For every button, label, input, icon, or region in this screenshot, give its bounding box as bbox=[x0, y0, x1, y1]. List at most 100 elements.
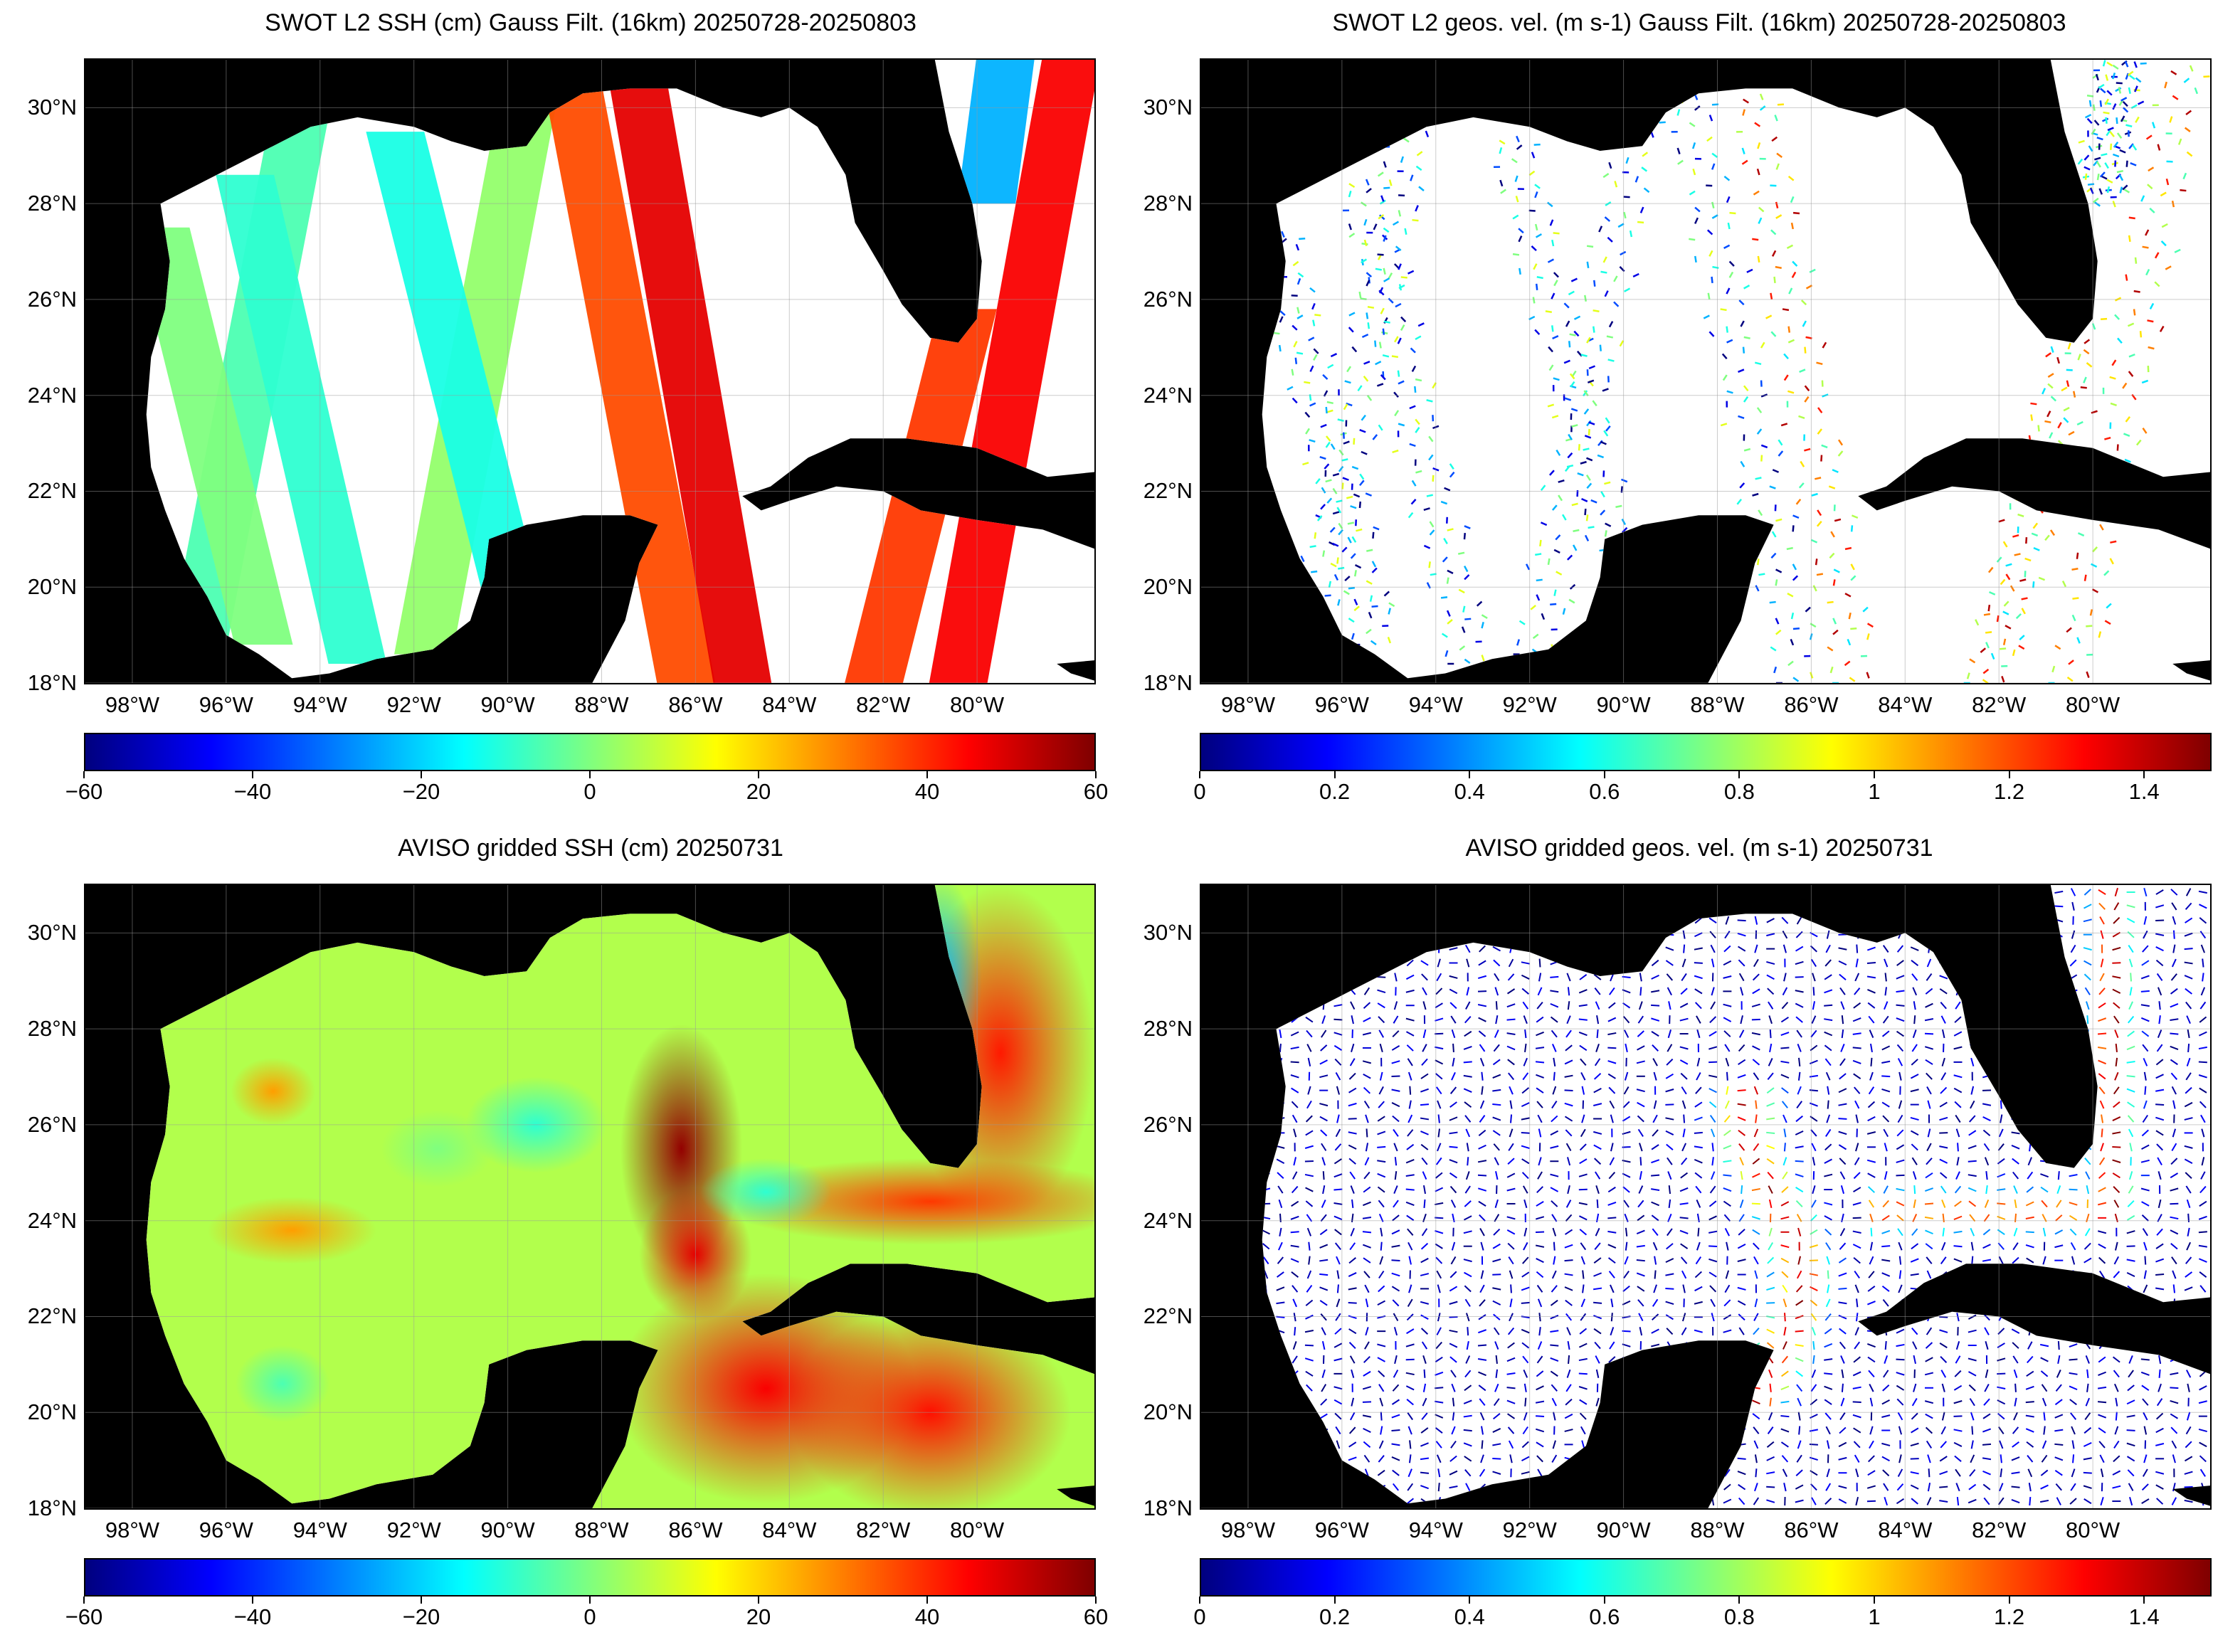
lat-label: 20°N bbox=[27, 1399, 77, 1425]
colorbar-tick bbox=[2008, 1597, 2010, 1604]
lon-label: 94°W bbox=[292, 1518, 347, 1542]
colorbar-tick bbox=[2143, 771, 2145, 778]
lon-label: 86°W bbox=[1784, 692, 1839, 717]
lat-label: 22°N bbox=[1143, 478, 1193, 504]
lon-label: 96°W bbox=[1314, 1518, 1369, 1542]
graticule bbox=[1201, 60, 2210, 683]
colorbar-tick bbox=[589, 1597, 591, 1604]
graticule bbox=[1201, 885, 2210, 1508]
colorbar-tick bbox=[1469, 771, 1471, 778]
lon-label: 84°W bbox=[1878, 692, 1933, 717]
lon-label: 90°W bbox=[480, 692, 535, 717]
swath bbox=[216, 174, 387, 664]
lat-label: 18°N bbox=[27, 670, 77, 695]
colorbar-tick bbox=[1603, 1597, 1605, 1604]
lon-label: 88°W bbox=[1690, 1518, 1745, 1542]
swath bbox=[929, 60, 1094, 683]
swath bbox=[146, 227, 293, 645]
colorbar-tick bbox=[1199, 771, 1200, 778]
lat-label: 18°N bbox=[1143, 1495, 1193, 1520]
lat-label: 26°N bbox=[1143, 1111, 1193, 1137]
lat-label: 28°N bbox=[1143, 191, 1193, 216]
lon-label: 98°W bbox=[1220, 1518, 1276, 1542]
colorbar-tick bbox=[83, 771, 85, 778]
lat-label: 22°N bbox=[27, 478, 77, 504]
colorbar-label: 60 bbox=[1083, 779, 1109, 804]
colorbar-label: 0.8 bbox=[1723, 779, 1755, 804]
panel-aviso-ssh: AVISO gridded SSH (cm) 20250731 30°N 28°N… bbox=[0, 834, 1110, 1645]
colorbar-tick bbox=[252, 771, 253, 778]
lon-label: 94°W bbox=[1408, 1518, 1463, 1542]
colorbar-label: 0.2 bbox=[1319, 779, 1351, 804]
lon-label: 96°W bbox=[1314, 692, 1369, 717]
lon-label: 86°W bbox=[668, 1518, 723, 1542]
colorbar-tick bbox=[758, 771, 759, 778]
jamaica bbox=[1057, 1486, 1094, 1506]
colorbar-tick bbox=[1095, 1597, 1097, 1604]
colorbar-label: 0.8 bbox=[1723, 1604, 1755, 1629]
lat-label: 20°N bbox=[1143, 574, 1193, 600]
colorbar-label: 0 bbox=[583, 779, 596, 804]
swath bbox=[544, 88, 716, 683]
water bbox=[1262, 60, 2210, 683]
colorbar-tick bbox=[421, 1597, 422, 1604]
colorbar-tick bbox=[2008, 771, 2010, 778]
graticule bbox=[85, 60, 1094, 683]
lon-label: 94°W bbox=[292, 692, 347, 717]
graticule bbox=[85, 885, 1094, 1508]
lon-label: 90°W bbox=[480, 1518, 535, 1542]
colorbar-tick bbox=[589, 771, 591, 778]
colorbar-label: 40 bbox=[914, 779, 940, 804]
swath bbox=[366, 132, 546, 616]
colorbar-label: 1.2 bbox=[1994, 779, 2025, 804]
colorbar-label: 1 bbox=[1868, 1604, 1881, 1629]
water bbox=[1262, 885, 2210, 1508]
map-canvas bbox=[85, 885, 1094, 1508]
lon-label: 88°W bbox=[1690, 692, 1745, 717]
colorbar-tick bbox=[1333, 771, 1336, 778]
colorbar-label: −60 bbox=[65, 779, 103, 804]
lat-label: 30°N bbox=[1143, 95, 1193, 120]
lat-label: 26°N bbox=[27, 286, 77, 312]
colorbar-label: 60 bbox=[1083, 1604, 1109, 1629]
colorbar-label: 1.4 bbox=[2128, 1604, 2160, 1629]
lat-label: 24°N bbox=[27, 382, 77, 408]
lon-label: 88°W bbox=[574, 692, 629, 717]
lake-pontchartrain bbox=[1609, 918, 1642, 933]
lat-label: 20°N bbox=[27, 574, 77, 600]
lon-label: 84°W bbox=[1878, 1518, 1933, 1542]
jamaica bbox=[1057, 660, 1094, 681]
colorbar-label: −40 bbox=[233, 779, 272, 804]
lat-label: 18°N bbox=[27, 1495, 77, 1520]
colorbar-tick bbox=[926, 1597, 928, 1604]
lat-label: 24°N bbox=[1143, 382, 1193, 408]
colorbar-label: −60 bbox=[65, 1604, 103, 1629]
colorbar-tick bbox=[926, 771, 928, 778]
panel-title: SWOT L2 SSH (cm) Gauss Filt. (16km) 2025… bbox=[265, 9, 917, 36]
lat-label: 22°N bbox=[1143, 1303, 1193, 1329]
lon-label: 82°W bbox=[856, 692, 911, 717]
colorbar-label: 1.4 bbox=[2128, 779, 2160, 804]
colorbar-label: 0.4 bbox=[1454, 779, 1485, 804]
lat-label: 30°N bbox=[1143, 920, 1193, 946]
swath bbox=[957, 60, 1035, 204]
lon-label: 98°W bbox=[105, 692, 160, 717]
lon-label: 82°W bbox=[1972, 692, 2027, 717]
colorbar-label: 0.6 bbox=[1589, 779, 1620, 804]
colorbar-tick bbox=[1874, 771, 1875, 778]
panel-title: AVISO gridded geos. vel. (m s-1) 2025073… bbox=[1465, 835, 1933, 862]
map-frame bbox=[84, 884, 1096, 1510]
panel-aviso-vel: AVISO gridded geos. vel. (m s-1) 2025073… bbox=[1116, 834, 2212, 1645]
lat-label: 24°N bbox=[1143, 1207, 1193, 1233]
lon-label: 96°W bbox=[199, 692, 253, 717]
colorbar-label: 1 bbox=[1868, 779, 1881, 804]
lon-label: 80°W bbox=[950, 1518, 1005, 1542]
lon-label: 82°W bbox=[856, 1518, 911, 1542]
colorbar-tick bbox=[1333, 1597, 1336, 1604]
lat-label: 26°N bbox=[27, 1111, 77, 1137]
lake-pontchartrain bbox=[493, 918, 527, 933]
lon-label: 92°W bbox=[386, 692, 441, 717]
colorbar-tick bbox=[1095, 771, 1097, 778]
lon-label: 82°W bbox=[1972, 1518, 2027, 1542]
lat-label: 22°N bbox=[27, 1303, 77, 1329]
